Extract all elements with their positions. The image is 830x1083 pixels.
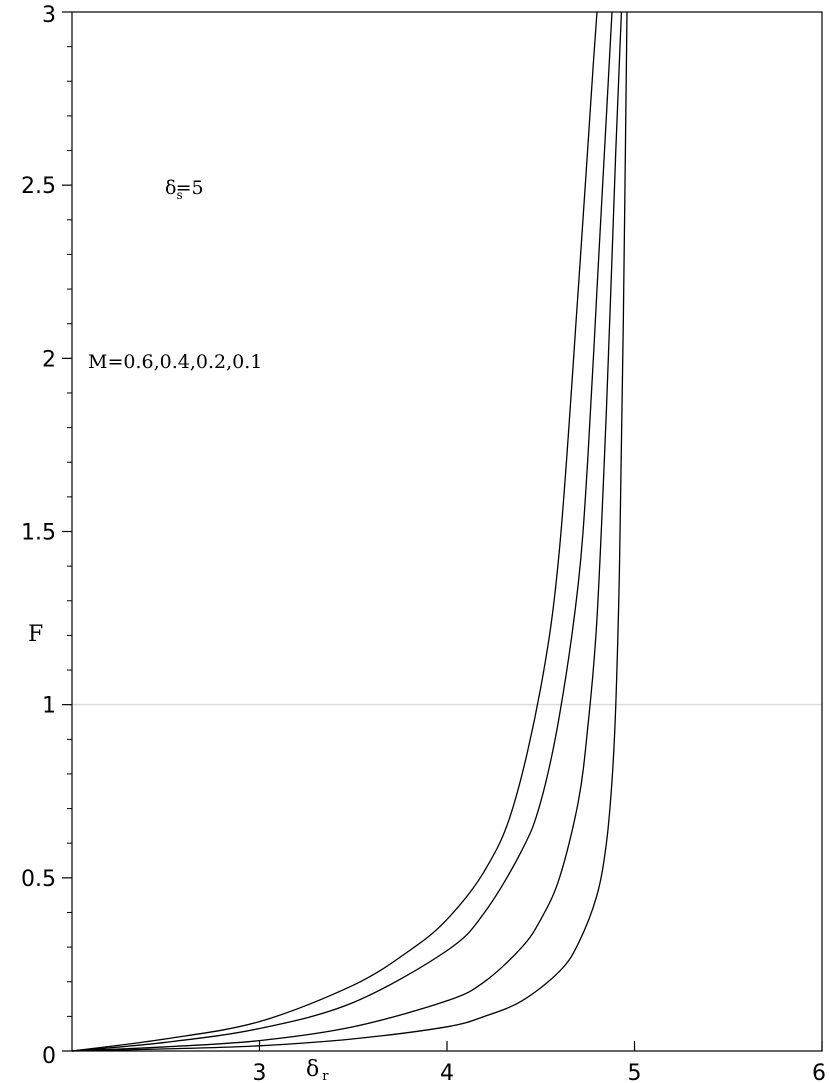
annotation-delta-s: δs=5 <box>165 177 204 202</box>
series-line <box>71 11 598 1052</box>
y-tick-label: 1.5 <box>21 521 56 546</box>
y-axis-label: F <box>28 622 43 647</box>
annotation-mass: M=0.6,0.4,0.2,0.1 <box>88 351 262 373</box>
series-line <box>71 11 623 1052</box>
y-tick-label: 0.5 <box>21 867 56 892</box>
y-tick-label: 1 <box>42 694 56 719</box>
annotation-delta-value: =5 <box>176 177 204 199</box>
series-line <box>71 11 613 1052</box>
x-tick-label: 3 <box>253 1061 267 1083</box>
annotation-delta-symbol: δ <box>165 177 176 199</box>
curves <box>71 11 628 1052</box>
x-tick-label: 4 <box>440 1061 454 1083</box>
y-tick-label: 2.5 <box>21 174 56 199</box>
y-minor-ticks <box>67 46 72 1017</box>
x-axis-label-symbol: δ <box>306 1057 319 1082</box>
x-ticks: 3 4 5 6 <box>253 1041 826 1083</box>
annotation-delta-subscript: s <box>176 188 182 202</box>
y-tick-label: 2 <box>42 347 56 372</box>
y-major-ticks: 0 0.5 1 1.5 2 2.5 3 <box>21 3 72 1069</box>
x-tick-label: 6 <box>812 1061 826 1083</box>
y-tick-label: 3 <box>42 3 56 28</box>
plot-area: 0 0.5 1 1.5 2 2.5 3 3 4 5 6 <box>21 3 826 1083</box>
x-axis-label-subscript: r <box>322 1069 329 1083</box>
series-line <box>71 11 628 1052</box>
y-tick-label: 0 <box>42 1044 56 1069</box>
x-tick-label: 5 <box>628 1061 642 1083</box>
plot-frame <box>71 11 823 1052</box>
